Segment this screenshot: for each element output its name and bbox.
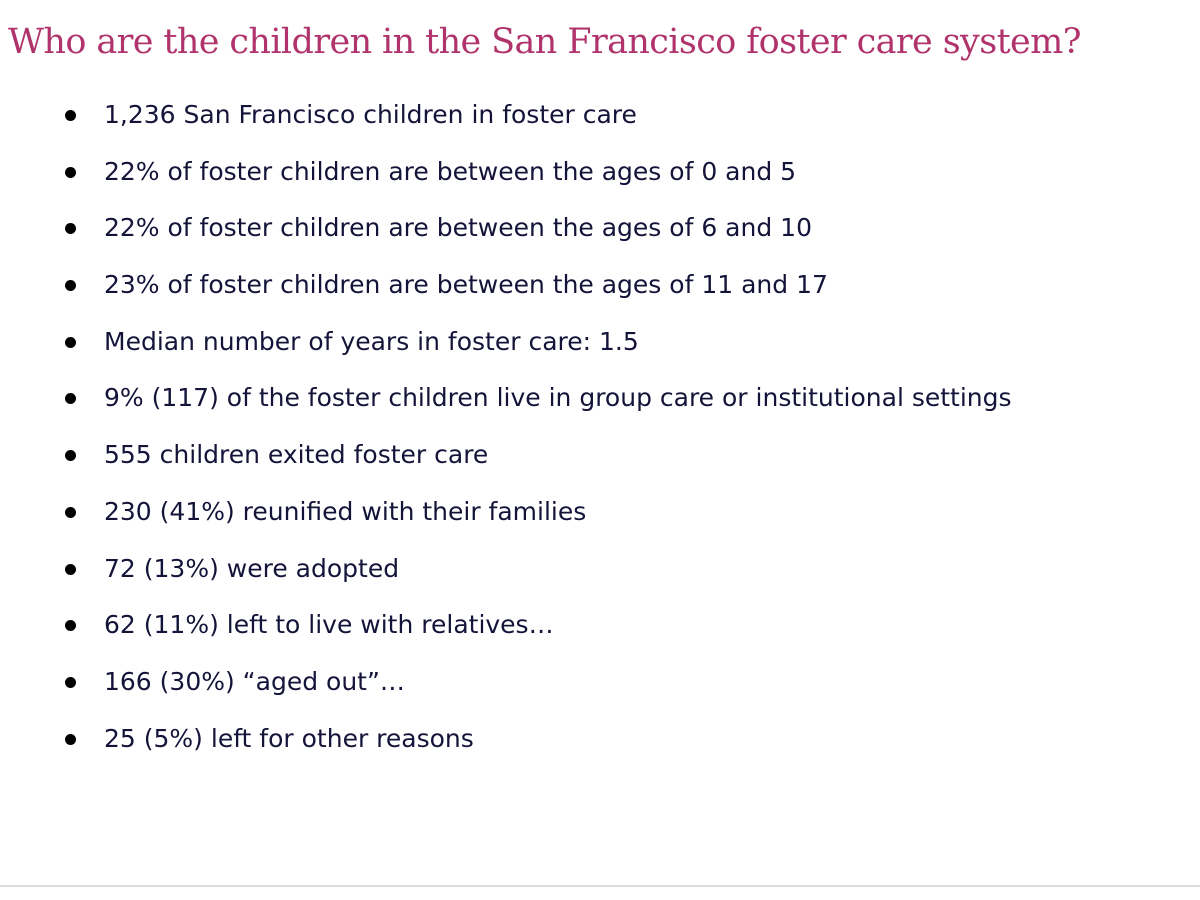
- fact-text: Median number of years in foster care: 1…: [104, 326, 639, 356]
- fact-text: 9% (117) of the foster children live in …: [104, 383, 1012, 413]
- list-item: 166 (30%) “aged out”…: [0, 654, 1012, 711]
- list-item: 1,236 San Francisco children in foster c…: [0, 87, 1012, 144]
- fact-text: 166 (30%) “aged out”…: [104, 666, 405, 696]
- bullet-icon: [65, 166, 76, 178]
- fact-text: 555 children exited foster care: [104, 440, 489, 470]
- bullet-icon: [65, 336, 76, 348]
- list-item: 555 children exited foster care: [0, 427, 1012, 484]
- fact-text: 230 (41%) reunified with their families: [104, 496, 587, 526]
- bullet-icon: [65, 280, 76, 292]
- list-item: 62 (11%) left to live with relatives…: [0, 597, 1012, 654]
- list-item: 72 (13%) were adopted: [0, 541, 1012, 598]
- bullet-icon: [65, 110, 76, 121]
- bottom-divider: [0, 885, 1200, 887]
- list-item: 23% of foster children are between the a…: [0, 257, 1012, 314]
- bullet-icon: [65, 620, 76, 632]
- bullet-icon: [65, 563, 76, 575]
- fact-text: 22% of foster children are between the a…: [104, 156, 797, 186]
- bullet-icon: [65, 393, 76, 405]
- fact-text: 1,236 San Francisco children in foster c…: [104, 100, 637, 129]
- fact-text: 62 (11%) left to live with relatives…: [104, 610, 554, 640]
- fact-text: 22% of foster children are between the a…: [104, 213, 812, 243]
- list-item: 22% of foster children are between the a…: [0, 144, 1012, 201]
- list-item: 22% of foster children are between the a…: [0, 200, 1012, 257]
- bullet-icon: [65, 506, 76, 518]
- page-title: Who are the children in the San Francisc…: [8, 22, 1082, 62]
- bullet-icon: [65, 450, 76, 462]
- list-item: Median number of years in foster care: 1…: [0, 314, 1012, 371]
- fact-text: 25 (5%) left for other reasons: [104, 723, 474, 753]
- bullet-icon: [65, 676, 76, 688]
- list-item: 9% (117) of the foster children live in …: [0, 370, 1012, 427]
- fact-text: 23% of foster children are between the a…: [104, 270, 828, 300]
- bullet-icon: [65, 733, 76, 745]
- list-item: 230 (41%) reunified with their families: [0, 484, 1012, 541]
- fact-text: 72 (13%) were adopted: [104, 553, 400, 583]
- fact-list: 1,236 San Francisco children in foster c…: [0, 87, 1012, 767]
- bullet-icon: [65, 223, 76, 235]
- list-item: 25 (5%) left for other reasons: [0, 711, 1012, 768]
